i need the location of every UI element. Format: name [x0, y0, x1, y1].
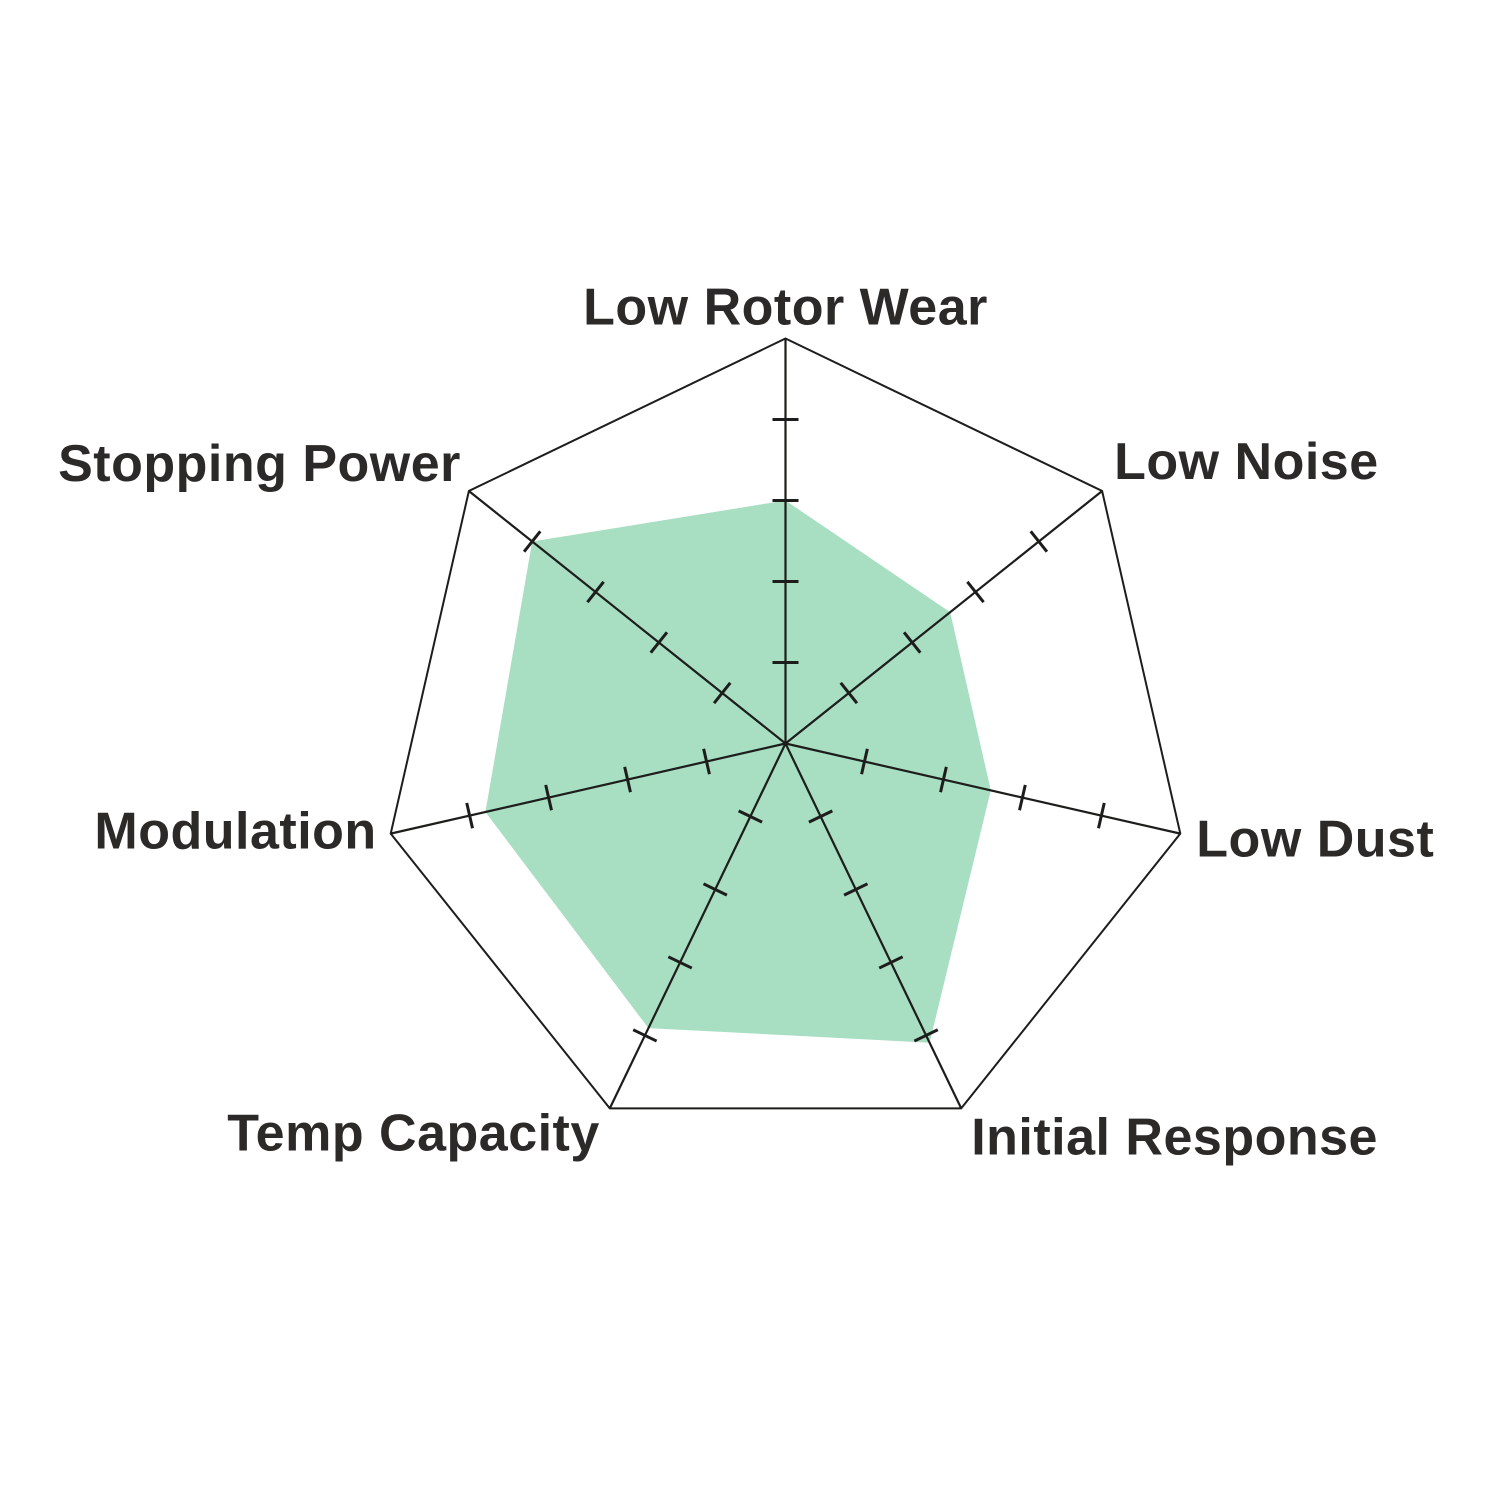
outer-ring [389, 337, 1182, 1110]
axis-tick [702, 882, 728, 897]
axis-tick [649, 631, 669, 654]
axis-tick [544, 784, 553, 811]
axis-tick [522, 530, 542, 553]
axis-label-initial-response: Initial Response [971, 1108, 1378, 1166]
axis-label-low-noise: Low Noise [1114, 433, 1379, 491]
axis-tick [843, 882, 869, 897]
axis-tick [913, 1028, 939, 1043]
axis-tick [465, 802, 474, 829]
axis-tick [860, 748, 869, 775]
axis-tick [939, 766, 948, 793]
axis-tick [808, 809, 834, 824]
axis-label-stopping-power: Stopping Power [58, 435, 461, 493]
axis-line [468, 490, 787, 745]
axis-tick [623, 766, 632, 793]
axis-label-low-rotor-wear: Low Rotor Wear [583, 279, 988, 337]
axis-line [784, 490, 1103, 745]
axis-label-temp-capacity: Temp Capacity [227, 1104, 600, 1162]
axis-label-low-dust: Low Dust [1196, 811, 1434, 869]
axis-line [608, 743, 787, 1109]
axis-tick [878, 955, 904, 970]
axis-tick [839, 681, 859, 705]
axis-line [784, 743, 963, 1109]
axis-tick [712, 681, 732, 705]
axis-tick [737, 809, 763, 824]
axis-tick [1018, 784, 1027, 811]
axis-tick [586, 580, 605, 604]
axis-line [390, 742, 786, 835]
data-polygon [485, 500, 991, 1043]
axis-tick [632, 1028, 658, 1043]
axis-tick [902, 631, 922, 654]
axis-tick [702, 748, 711, 775]
axis-line [785, 742, 1181, 835]
axis-tick [1097, 802, 1106, 829]
axis-tick [667, 955, 693, 970]
axis-tick [966, 580, 985, 604]
axis-label-modulation: Modulation [94, 803, 376, 861]
axis-tick [1029, 530, 1049, 553]
